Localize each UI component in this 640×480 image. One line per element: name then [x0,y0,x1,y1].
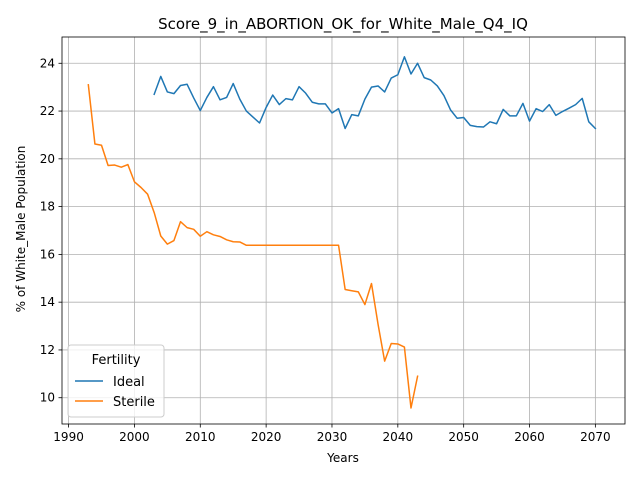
legend-label-ideal: Ideal [113,375,145,390]
y-tick-label: 22 [40,104,55,118]
y-tick-label: 18 [40,200,55,214]
series-line-ideal [153,56,597,130]
plot-area-frame [61,36,626,425]
series-lines [87,56,597,409]
x-tick-label: 1990 [53,430,84,444]
y-tick-label: 12 [40,343,55,357]
y-tick-label: 24 [40,56,55,70]
legend-box [67,344,165,418]
x-tick-label: 2030 [317,430,348,444]
x-tick-label: 2070 [580,430,611,444]
y-axis-label: % of White_Male Population [14,146,28,313]
y-axis-ticks: 10 12 14 16 18 20 22 24 [40,56,62,405]
series-line-sterile [87,83,419,409]
x-tick-label: 2000 [119,430,150,444]
x-axis-ticks: 1990 2000 2010 2020 2030 2040 2050 2060 2070 [53,424,611,444]
y-tick-label: 20 [40,152,55,166]
grid-lines [62,37,625,424]
y-tick-label: 10 [40,391,55,405]
legend-title: Fertility [92,353,141,368]
legend: Fertility Ideal Sterile [67,344,165,418]
legend-label-sterile: Sterile [113,395,155,410]
y-tick-label: 14 [40,295,55,309]
x-tick-label: 2010 [185,430,216,444]
x-tick-label: 2020 [251,430,282,444]
y-tick-label: 16 [40,247,55,261]
x-tick-label: 2050 [448,430,479,444]
x-tick-label: 2060 [514,430,545,444]
x-tick-label: 2040 [383,430,414,444]
chart-title: Score_9_in_ABORTION_OK_for_White_Male_Q4… [158,15,528,34]
x-axis-label: Years [326,451,359,465]
